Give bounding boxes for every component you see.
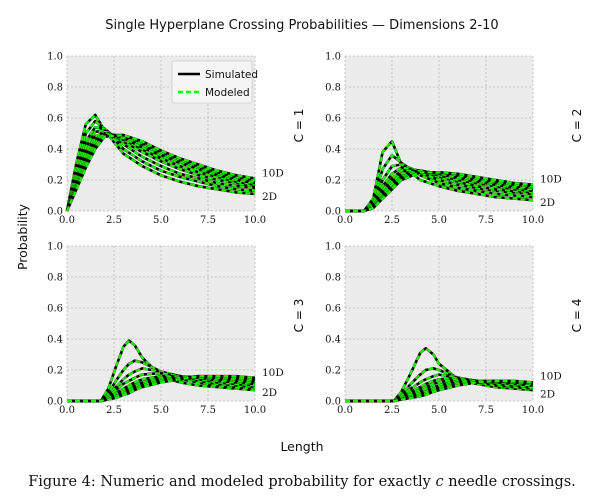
curve-label-2d: 2D [540, 197, 555, 209]
x-tick-label: 5.0 [153, 405, 169, 416]
x-tick-label: 2.5 [106, 405, 122, 416]
panel-label: C = 1 [292, 109, 306, 143]
y-tick-label: 0.2 [47, 176, 63, 187]
y-tick-label: 1.0 [325, 52, 341, 63]
panel-1: 0.0 2.5 5.0 7.5 10.0 0.0 0.2 0.4 0.6 0.8 1.0 10D 2D C… [47, 52, 306, 227]
y-tick-label: 0.4 [47, 145, 63, 156]
x-tick-label: 2.5 [106, 215, 122, 226]
modeled-curve-9 [65, 134, 256, 212]
legend-label-simulated: Simulated [205, 69, 258, 81]
y-tick-label: 0.6 [325, 304, 341, 315]
legend: Simulated Modeled [171, 60, 258, 104]
x-axis-label: Length [280, 439, 323, 454]
modeled-curve-3 [67, 367, 256, 403]
modeled-curve-3 [65, 126, 256, 212]
y-tick-label: 0.6 [47, 304, 63, 315]
x-tick-label: 5.0 [431, 405, 447, 416]
panel-3: 0.0 2.5 5.0 7.5 10.0 0.0 0.2 0.4 0.6 0.8 1.0 10D 2D C… [47, 242, 306, 417]
curve-label-2d: 2D [262, 191, 277, 203]
modeled-curve-1 [65, 113, 256, 212]
modeled-curve-1 [345, 347, 534, 403]
x-tick-label: 7.5 [478, 405, 494, 416]
modeled-curve-4 [65, 129, 256, 212]
caption-variable: c [435, 474, 443, 490]
x-tick-label: 10.0 [244, 405, 266, 416]
panels: 0.0 2.5 5.0 7.5 10.0 0.0 0.2 0.4 0.6 0.8 1.0 10D 2D C… [47, 52, 584, 417]
modeled-curve-5 [345, 169, 534, 213]
curve-label-10d: 10D [540, 370, 562, 382]
modeled-curve-9 [67, 375, 256, 403]
y-tick-label: 0.2 [325, 176, 341, 187]
curve-label-2d: 2D [540, 388, 555, 400]
x-tick-label: 7.5 [200, 215, 216, 226]
curve-label-2d: 2D [262, 387, 277, 399]
x-tick-label: 10.0 [522, 215, 544, 226]
x-tick-label: 0.0 [337, 405, 353, 416]
y-tick-label: 0.2 [47, 366, 63, 377]
simulated-curve-7 [65, 132, 256, 212]
panel-4: 0.0 2.5 5.0 7.5 10.0 0.0 0.2 0.4 0.6 0.8 1.0 10D 2D C… [325, 242, 584, 417]
x-tick-label: 0.0 [337, 215, 353, 226]
modeled-curve-9 [345, 379, 534, 403]
panel-label: C = 2 [570, 109, 584, 143]
x-tick-label: 2.5 [384, 405, 400, 416]
y-axis-label: Probability [15, 203, 30, 270]
modeled-curve-2 [67, 359, 256, 403]
x-tick-label: 10.0 [244, 215, 266, 226]
y-tick-label: 0.8 [325, 273, 341, 284]
y-tick-label: 0.4 [47, 335, 63, 346]
x-tick-label: 0.0 [59, 405, 75, 416]
y-tick-label: 0.6 [47, 114, 63, 125]
x-tick-label: 7.5 [200, 405, 216, 416]
y-tick-label: 0.8 [47, 273, 63, 284]
modeled-curve-3 [345, 163, 534, 213]
caption-main: Figure 4: Numeric and modeled probabilit… [28, 474, 435, 490]
y-tick-label: 0.6 [325, 114, 341, 125]
y-tick-label: 1.0 [47, 242, 63, 253]
caption-end: needle crossings. [444, 474, 576, 490]
simulated-curve-2 [65, 119, 256, 212]
y-tick-label: 0.8 [325, 83, 341, 94]
x-tick-label: 7.5 [478, 215, 494, 226]
y-tick-label: 1.0 [47, 52, 63, 63]
y-tick-label: 0.4 [325, 145, 341, 156]
curve-label-10d: 10D [262, 167, 284, 179]
modeled-curve-4 [67, 372, 256, 403]
y-tick-label: 0.0 [325, 207, 341, 218]
panel-label: C = 3 [292, 299, 306, 333]
y-tick-label: 0.0 [47, 207, 63, 218]
figure-caption: Figure 4: Numeric and modeled probabilit… [28, 474, 576, 490]
y-tick-label: 0.4 [325, 335, 341, 346]
x-tick-label: 10.0 [522, 405, 544, 416]
y-tick-label: 1.0 [325, 242, 341, 253]
curve-label-10d: 10D [262, 367, 284, 379]
legend-box [171, 60, 253, 104]
y-tick-label: 0.8 [47, 83, 63, 94]
y-tick-label: 0.2 [325, 366, 341, 377]
modeled-curve-8 [65, 134, 256, 212]
y-tick-label: 0.0 [47, 397, 63, 408]
modeled-curve-5 [65, 130, 256, 212]
x-tick-label: 2.5 [384, 215, 400, 226]
x-tick-label: 0.0 [59, 215, 75, 226]
legend-label-modeled: Modeled [205, 87, 250, 99]
modeled-curve-6 [65, 132, 256, 212]
modeled-curve-1 [67, 339, 256, 403]
modeled-curve-9 [345, 171, 534, 213]
panel-label: C = 4 [570, 299, 584, 333]
curve-label-10d: 10D [540, 174, 562, 186]
x-tick-label: 5.0 [153, 215, 169, 226]
figure-title: Single Hyperplane Crossing Probabilities… [105, 18, 498, 33]
panel-2: 0.0 2.5 5.0 7.5 10.0 0.0 0.2 0.4 0.6 0.8 1.0 10D 2D C… [325, 52, 584, 227]
x-tick-label: 5.0 [431, 215, 447, 226]
y-tick-label: 0.0 [325, 397, 341, 408]
